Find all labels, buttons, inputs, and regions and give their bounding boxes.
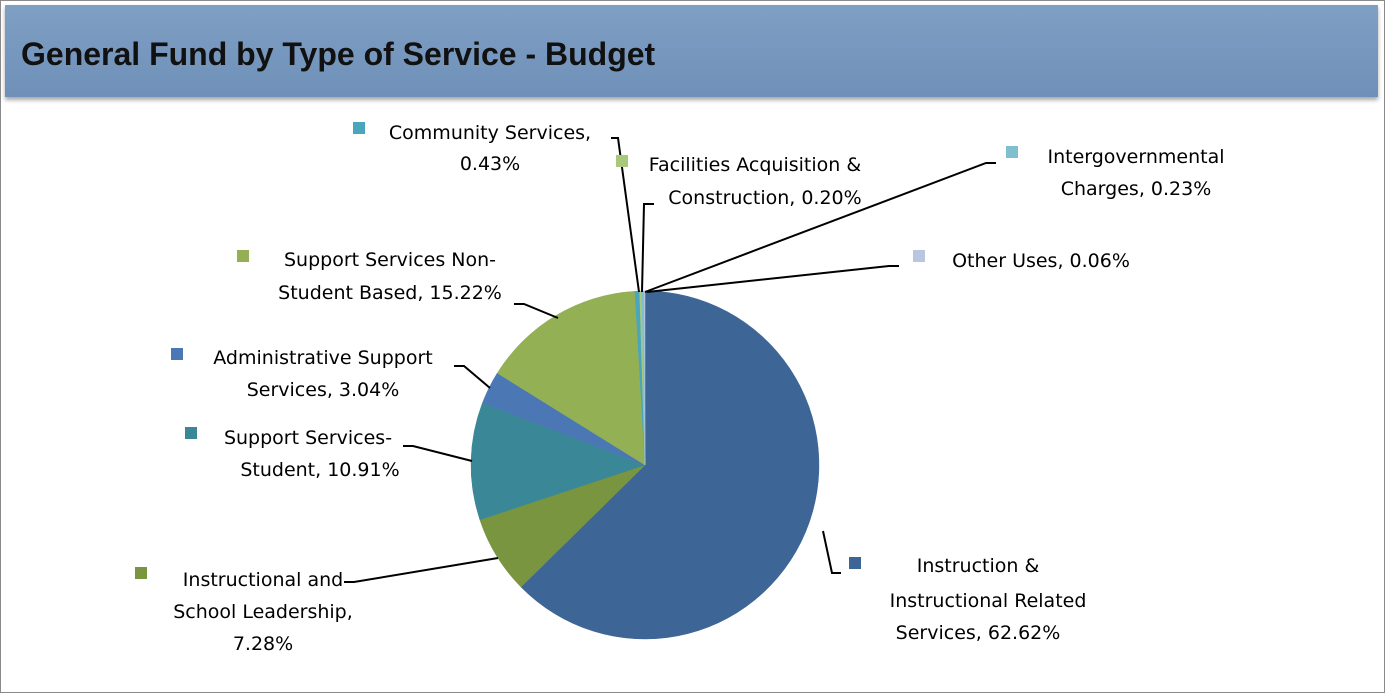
data-label-administrative-support-services: Administrative Support	[213, 347, 432, 369]
data-label-instruction-instructional-related-services: Instruction &	[917, 555, 1040, 577]
data-label-community-services: Community Services,	[389, 122, 591, 144]
leader-line-support-services-non-student-based	[514, 303, 559, 319]
data-label-instructional-and-school-leadership: Instructional and	[183, 569, 343, 591]
data-label-intergovernmental-charges: Intergovernmental	[1047, 146, 1224, 168]
data-label-instruction-instructional-related-services: Services, 62.62%	[896, 622, 1061, 644]
slice-instruction-instructional-related-services	[520, 290, 820, 640]
leader-line-community-services	[611, 137, 640, 293]
legend-key-other-uses	[913, 250, 925, 262]
pie-slices	[470, 290, 820, 640]
leader-line-support-services-student	[403, 445, 473, 462]
legend-key-community-services	[353, 122, 365, 134]
data-label-instructional-and-school-leadership: School Leadership,	[173, 601, 353, 623]
data-label-support-services-non-student-based: Student Based, 15.22%	[278, 282, 502, 304]
slice-support-services-non-student-based	[496, 291, 646, 466]
chart-title: General Fund by Type of Service - Budget	[21, 36, 656, 72]
data-label-instruction-instructional-related-services: Instructional Related	[890, 590, 1087, 612]
data-label-support-services-non-student-based: Support Services Non-	[284, 249, 496, 271]
leader-line-instructional-and-school-leadership	[344, 557, 499, 583]
leader-line-other-uses	[646, 265, 899, 293]
data-label-intergovernmental-charges: Charges, 0.23%	[1061, 178, 1212, 200]
legend-key-instructional-and-school-leadership	[135, 567, 147, 579]
leader-line-intergovernmental-charges	[644, 162, 996, 293]
legend-key-support-services-non-student-based	[237, 250, 249, 262]
data-labels: Instruction & Instructional Related Servic…	[135, 122, 1225, 655]
data-label-administrative-support-services: Services, 3.04%	[247, 379, 400, 401]
leader-line-instruction-instructional-related-services	[822, 530, 841, 574]
data-label-facilities-acquisition-construction: Construction, 0.20%	[668, 187, 861, 209]
leader-line-administrative-support-services	[454, 365, 491, 389]
legend-key-facilities-acquisition-construction	[616, 155, 628, 167]
data-label-instructional-and-school-leadership: 7.28%	[233, 633, 293, 655]
leader-line-facilities-acquisition-construction	[641, 203, 654, 293]
data-label-support-services-student: Support Services-	[224, 427, 392, 449]
data-label-other-uses: Other Uses, 0.06%	[952, 250, 1130, 272]
legend-key-support-services-student	[185, 427, 197, 439]
legend-key-intergovernmental-charges	[1006, 146, 1018, 158]
leader-lines	[344, 137, 996, 583]
data-label-facilities-acquisition-construction: Facilities Acquisition &	[649, 154, 862, 176]
chart-header: General Fund by Type of Service - Budget	[5, 5, 1378, 97]
legend-key-administrative-support-services	[171, 348, 183, 360]
data-label-support-services-student: Student, 10.91%	[240, 459, 399, 481]
data-label-community-services: 0.43%	[460, 153, 520, 175]
legend-key-instruction-instructional-related-services	[849, 557, 861, 569]
